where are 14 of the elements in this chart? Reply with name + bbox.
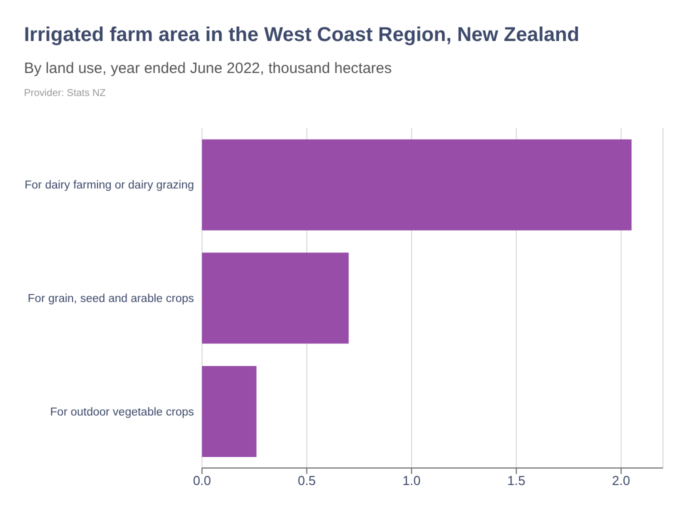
- x-tick-label: 1.0: [402, 473, 421, 488]
- chart-subtitle: By land use, year ended June 2022, thousand hectares: [24, 60, 392, 77]
- chart-title: Irrigated farm area in the West Coast Region, New Zealand: [24, 24, 580, 47]
- x-tick-label: 0.0: [192, 473, 212, 488]
- bar: [202, 139, 632, 230]
- x-tick-label: 2.0: [612, 473, 630, 488]
- bar: [202, 252, 349, 344]
- y-tick-label: For outdoor vegetable crops: [50, 406, 194, 418]
- y-tick-label: For dairy farming or dairy grazing: [24, 180, 194, 192]
- x-tick-label: 0.5: [298, 473, 316, 488]
- text: Provider: Stats NZ: [24, 88, 106, 99]
- y-tick-label: For grain, seed and arable crops: [28, 293, 194, 305]
- bar: [202, 366, 256, 457]
- x-tick-label: 1.5: [507, 473, 526, 488]
